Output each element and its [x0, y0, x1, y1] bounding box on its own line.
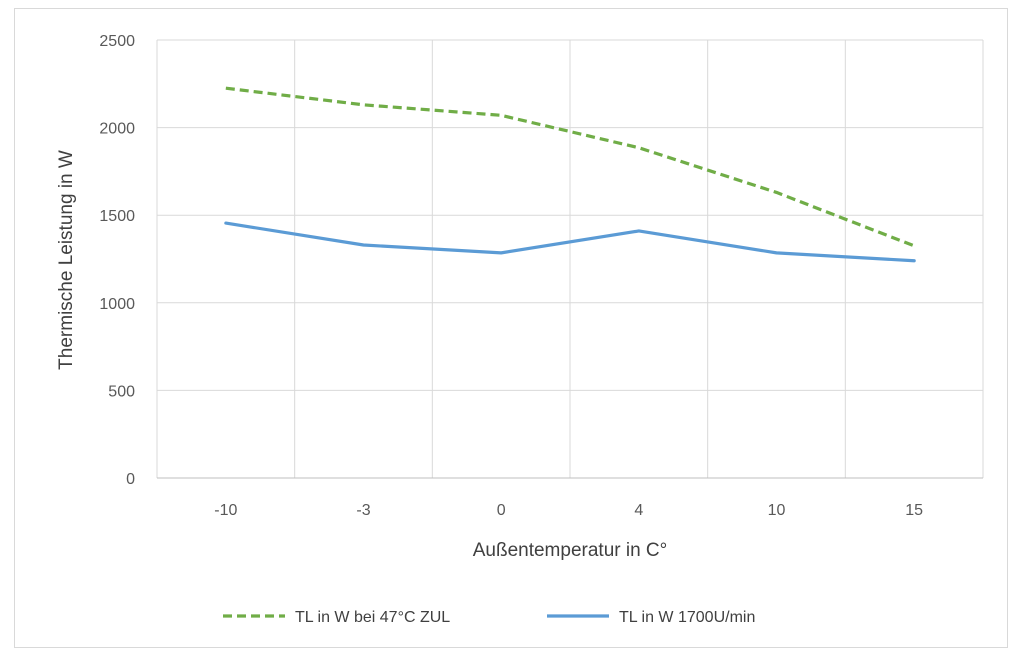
gridlines [156, 39, 984, 479]
x-tick-label: 10 [768, 502, 786, 519]
x-tick-label: 15 [905, 502, 923, 519]
legend: TL in W bei 47°C ZUL TL in W 1700U/min [223, 609, 755, 626]
y-tick-label: 1500 [99, 208, 135, 225]
series-line-2 [224, 221, 916, 263]
y-tick-label: 1000 [99, 296, 135, 313]
x-axis-ticks: -10 -3 0 4 10 15 [214, 502, 923, 519]
y-tick-label: 0 [126, 471, 135, 488]
legend-label-2: TL in W 1700U/min [619, 609, 755, 626]
x-tick-label: 0 [497, 502, 506, 519]
y-axis-ticks: 0 500 1000 1500 2000 2500 [99, 33, 135, 488]
chart-area [14, 8, 1008, 648]
series-line-1 [225, 86, 915, 248]
x-tick-label: 4 [634, 502, 643, 519]
x-tick-label: -3 [356, 502, 370, 519]
x-tick-label: -10 [214, 502, 237, 519]
x-axis-title: Außentemperatur in C° [473, 540, 668, 561]
y-tick-label: 2000 [99, 121, 135, 138]
series-lines [224, 86, 916, 263]
y-axis-title: Thermische Leistung in W [56, 150, 77, 370]
y-tick-label: 2500 [99, 33, 135, 50]
legend-label-1: TL in W bei 47°C ZUL [295, 609, 450, 626]
y-tick-label: 500 [108, 383, 135, 400]
